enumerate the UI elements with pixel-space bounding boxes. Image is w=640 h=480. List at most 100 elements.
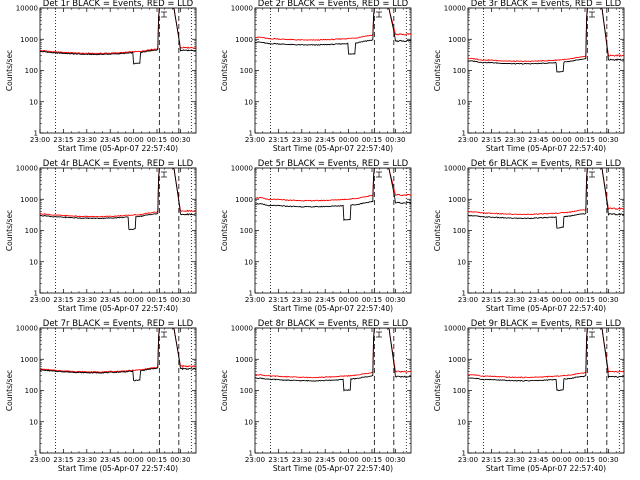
y-tick-label: 100 <box>240 387 253 395</box>
x-tick-label: 00:15 <box>147 456 167 464</box>
y-tick-label: 10 <box>457 98 466 106</box>
y-tick-label: 10 <box>244 418 253 426</box>
y-tick-label: 100 <box>240 227 253 235</box>
y-axis-title: Counts/sec <box>220 370 229 411</box>
panel-title: Det 3r BLACK = Events, RED = LLD <box>471 0 622 9</box>
x-tick-label: 23:45 <box>315 456 335 464</box>
y-tick-label: 10 <box>457 258 466 266</box>
y-tick-label: 100 <box>453 387 466 395</box>
y-tick-label: 10 <box>244 258 253 266</box>
y-tick-label: 100 <box>453 67 466 75</box>
x-tick-label: 00:15 <box>362 296 382 304</box>
x-axis-title: Start Time (05-Apr-07 22:57:40) <box>58 304 178 313</box>
plot-frame <box>467 327 625 454</box>
y-axis-title: Counts/sec <box>220 50 229 91</box>
x-tick-label: 23:30 <box>77 456 97 464</box>
y-tick-label: 1000 <box>20 196 38 204</box>
x-tick-label: 00:00 <box>552 296 572 304</box>
series-events <box>40 168 196 231</box>
series-lld <box>40 168 196 218</box>
x-tick-label: 23:00 <box>30 456 50 464</box>
x-tick-label: 23:15 <box>481 296 501 304</box>
x-tick-label: 00:00 <box>339 136 359 144</box>
x-tick-label: 23:00 <box>458 296 478 304</box>
series-lld <box>40 8 196 55</box>
x-tick-label: 00:30 <box>385 456 405 464</box>
x-tick-label: 23:15 <box>268 136 288 144</box>
series-lld <box>255 8 411 41</box>
y-tick-label: 100 <box>25 227 38 235</box>
x-tick-label: 23:30 <box>77 136 97 144</box>
x-tick-label: 00:30 <box>170 296 190 304</box>
x-tick-label: 00:30 <box>170 456 190 464</box>
y-tick-label: 10000 <box>231 5 253 13</box>
y-tick-label: 1 <box>462 450 466 458</box>
x-tick-label: 23:45 <box>528 136 548 144</box>
y-tick-label: 1000 <box>235 356 253 364</box>
panel-3: Det 3r BLACK = Events, RED = LLD 1 10 100 10… <box>433 0 625 153</box>
y-tick-label: 1 <box>249 130 253 138</box>
x-tick-label: 23:45 <box>315 296 335 304</box>
series-events <box>468 328 624 392</box>
panel-title: Det 9r BLACK = Events, RED = LLD <box>471 319 622 329</box>
x-tick-label: 23:00 <box>245 136 265 144</box>
x-tick-label: 23:45 <box>100 456 120 464</box>
x-tick-label: 23:45 <box>528 456 548 464</box>
x-tick-label: 23:15 <box>53 136 73 144</box>
x-tick-label: 23:30 <box>292 456 312 464</box>
series-lld <box>255 328 411 379</box>
x-tick-label: 23:15 <box>481 136 501 144</box>
y-axis-title: Counts/sec <box>433 50 442 91</box>
series-lld <box>255 168 411 202</box>
y-tick-label: 10000 <box>444 325 466 333</box>
panel-8: Det 8r BLACK = Events, RED = LLD 1 10 100 10… <box>220 319 412 473</box>
x-tick-label: 23:00 <box>30 136 50 144</box>
x-tick-label: 00:30 <box>170 136 190 144</box>
y-tick-label: 10 <box>29 98 38 106</box>
x-tick-label: 00:30 <box>598 296 618 304</box>
y-tick-label: 1000 <box>235 36 253 44</box>
x-tick-label: 23:45 <box>100 296 120 304</box>
y-tick-label: 10 <box>29 418 38 426</box>
y-tick-label: 1000 <box>448 356 466 364</box>
x-tick-label: 00:30 <box>385 136 405 144</box>
panel-6: Det 6r BLACK = Events, RED = LLD 1 10 100 10… <box>433 159 625 313</box>
panel-title: Det 5r BLACK = Events, RED = LLD <box>258 159 409 169</box>
y-tick-label: 100 <box>240 67 253 75</box>
x-tick-label: 23:00 <box>30 296 50 304</box>
x-tick-label: 23:30 <box>77 296 97 304</box>
y-tick-label: 1000 <box>448 196 466 204</box>
x-axis-title: Start Time (05-Apr-07 22:57:40) <box>486 144 606 153</box>
y-axis-title: Counts/sec <box>433 370 442 411</box>
panel-7: Det 7r BLACK = Events, RED = LLD 1 10 100 10… <box>5 319 197 473</box>
y-tick-label: 100 <box>25 67 38 75</box>
y-tick-label: 1 <box>249 450 253 458</box>
y-tick-label: 10 <box>457 418 466 426</box>
series-lld <box>40 328 196 373</box>
x-tick-label: 00:00 <box>124 456 144 464</box>
x-axis-title: Start Time (05-Apr-07 22:57:40) <box>486 464 606 473</box>
y-tick-label: 1 <box>249 290 253 298</box>
series-events <box>40 328 196 382</box>
series-events <box>40 8 196 65</box>
y-tick-label: 10000 <box>16 165 38 173</box>
series-events <box>255 8 411 55</box>
x-axis-title: Start Time (05-Apr-07 22:57:40) <box>273 304 393 313</box>
x-tick-label: 00:00 <box>124 136 144 144</box>
x-tick-label: 23:00 <box>458 136 478 144</box>
x-tick-label: 00:00 <box>339 296 359 304</box>
panel-2: Det 2r BLACK = Events, RED = LLD 1 10 100 10… <box>220 0 412 153</box>
series-events <box>468 168 624 229</box>
x-tick-label: 00:15 <box>575 136 595 144</box>
panel-title: Det 8r BLACK = Events, RED = LLD <box>258 319 409 329</box>
plot-frame <box>39 327 197 454</box>
x-tick-label: 00:00 <box>339 456 359 464</box>
x-tick-label: 00:00 <box>124 296 144 304</box>
y-tick-label: 10000 <box>231 325 253 333</box>
x-tick-label: 23:00 <box>245 296 265 304</box>
x-tick-label: 23:15 <box>481 456 501 464</box>
x-tick-label: 23:45 <box>100 136 120 144</box>
x-tick-label: 23:30 <box>505 456 525 464</box>
y-tick-label: 1000 <box>20 356 38 364</box>
